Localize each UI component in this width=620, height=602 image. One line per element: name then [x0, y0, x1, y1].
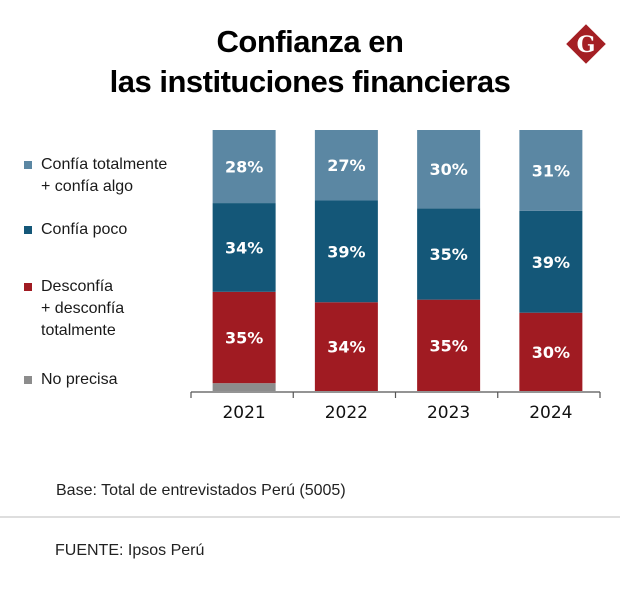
gestion-logo-icon: G	[566, 24, 606, 64]
base-note: Base: Total de entrevistados Perú (5005)	[56, 482, 346, 499]
data-label: 34%	[225, 238, 263, 257]
bar-segment-2021-3	[212, 130, 276, 204]
x-tick-label: 2022	[325, 403, 368, 423]
x-axis: 2021 2022 2023 2024	[190, 391, 601, 423]
chart-title-line-2: las instituciones financieras	[109, 64, 511, 99]
x-tick-label: 2023	[427, 403, 470, 423]
footer-divider	[0, 516, 620, 518]
data-label: 39%	[327, 242, 365, 261]
data-label: 27%	[327, 156, 365, 175]
bar-segment-2022-2	[314, 200, 378, 303]
data-label: 35%	[429, 245, 467, 264]
data-label: 30%	[532, 343, 570, 362]
data-label: 35%	[225, 328, 263, 347]
data-label: 30%	[429, 160, 467, 179]
legend-label: Confía totalmente + confía algo	[41, 156, 168, 195]
legend-swatch	[24, 376, 32, 384]
legend-swatch	[24, 161, 32, 169]
data-label: 28%	[225, 158, 263, 177]
bar-segment-2023-1	[417, 299, 481, 391]
legend-label: No precisa	[41, 371, 118, 388]
bar-segment-2022-3	[314, 130, 378, 201]
bar-segment-2024-2	[519, 210, 583, 313]
logo-letter: G	[577, 32, 596, 58]
bar-segment-2024-1	[519, 312, 583, 391]
data-label: 34%	[327, 338, 365, 357]
logo-diamond	[566, 24, 606, 64]
bar-segment-2021-0	[212, 383, 276, 391]
bar-segment-2021-1	[212, 291, 276, 384]
data-label: 39%	[532, 253, 570, 272]
source-note: FUENTE: Ipsos Perú	[55, 542, 205, 559]
bars-layer: 35% 34% 28% 34% 39% 27% 35% 35% 30% 30% 39% 31%	[212, 130, 583, 391]
bar-segment-2024-3	[519, 130, 583, 211]
chart-title-line-1: Confianza en	[216, 24, 404, 59]
bar-segment-2023-2	[417, 208, 481, 300]
bar-segment-2022-1	[314, 302, 378, 391]
x-tick-label: 2024	[529, 403, 572, 423]
data-label: 31%	[532, 161, 570, 180]
data-label: 35%	[429, 336, 467, 355]
chart-title: Confianza en las instituciones financier…	[0, 22, 620, 102]
x-tick-label: 2021	[222, 403, 265, 423]
bar-segment-2021-2	[212, 203, 276, 292]
bar-segment-2023-3	[417, 130, 481, 209]
legend-label: Desconfía + desconfía totalmente	[41, 278, 125, 339]
legend-swatch	[24, 226, 32, 234]
legend-swatch	[24, 283, 32, 291]
legend-label: Confía poco	[41, 221, 128, 238]
